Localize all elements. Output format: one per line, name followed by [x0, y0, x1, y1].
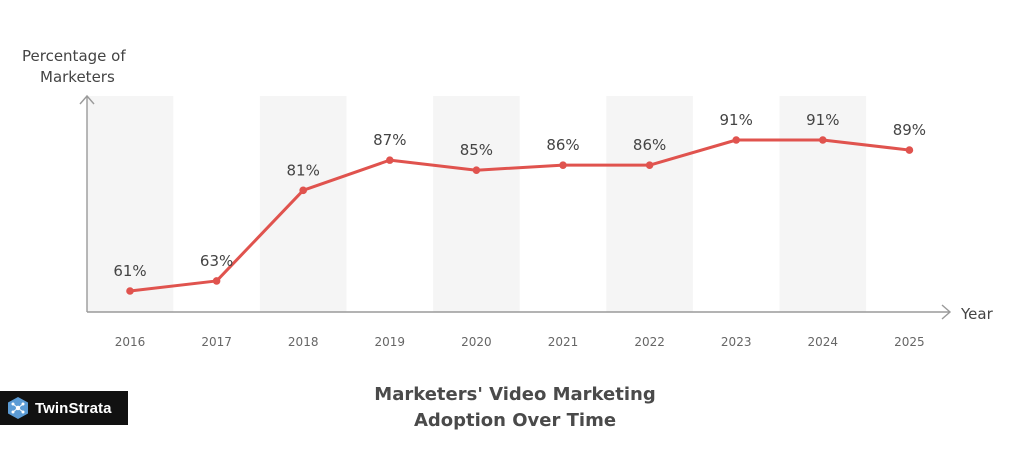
- data-label: 89%: [893, 121, 926, 139]
- brand-name: TwinStrata: [35, 399, 112, 417]
- x-tick-label: 2016: [115, 335, 146, 349]
- data-label: 61%: [113, 262, 146, 280]
- data-label: 86%: [633, 136, 666, 154]
- data-point: [212, 277, 221, 285]
- data-points: [126, 136, 914, 295]
- chart-title-line-1: Marketers' Video Marketing: [374, 384, 655, 405]
- data-label: 87%: [373, 131, 406, 149]
- x-tick-label: 2025: [894, 335, 925, 349]
- data-label: 91%: [720, 111, 753, 129]
- background-bands: [86, 96, 867, 312]
- x-tick-label: 2023: [721, 335, 752, 349]
- x-axis-arrow: [941, 304, 952, 320]
- series-line: [128, 138, 911, 293]
- data-label: 91%: [806, 111, 839, 129]
- data-label: 86%: [546, 136, 579, 154]
- background-band: [259, 96, 347, 312]
- data-point: [732, 136, 740, 144]
- data-point: [126, 287, 134, 295]
- background-band: [779, 96, 867, 312]
- x-tick-labels: 2016 2017 2018 2019 2020 2021 2022 2023 2024 2025: [115, 335, 925, 349]
- background-band: [606, 96, 693, 312]
- data-point: [299, 186, 308, 195]
- data-point: [472, 166, 481, 174]
- chart-title-line-2: Adoption Over Time: [414, 410, 616, 431]
- y-axis-title-line-1: Percentage of: [22, 47, 126, 65]
- data-point: [905, 146, 914, 154]
- background-band: [433, 96, 520, 312]
- data-point: [645, 161, 654, 169]
- data-labels: 61% 63% 81% 87% 85% 86% 86% 91% 91% 89%: [113, 111, 926, 280]
- x-tick-label: 2022: [634, 335, 665, 349]
- data-label: 63%: [200, 252, 233, 270]
- data-label: 81%: [287, 161, 320, 179]
- y-axis-title-line-2: Marketers: [40, 68, 115, 86]
- data-point: [559, 161, 567, 169]
- x-tick-label: 2019: [375, 335, 406, 349]
- x-tick-label: 2021: [548, 335, 579, 349]
- x-axis-title: Year: [960, 305, 994, 323]
- x-tick-label: 2020: [461, 335, 492, 349]
- background-band: [86, 96, 174, 312]
- network-hexagon-icon: [8, 397, 28, 419]
- y-axis-arrow: [79, 94, 95, 105]
- data-label: 85%: [460, 141, 493, 159]
- data-point: [386, 156, 394, 164]
- x-tick-label: 2024: [808, 335, 839, 349]
- data-point: [819, 136, 827, 144]
- x-tick-label: 2017: [201, 335, 232, 349]
- brand-logo: TwinStrata: [0, 391, 128, 425]
- x-tick-label: 2018: [288, 335, 319, 349]
